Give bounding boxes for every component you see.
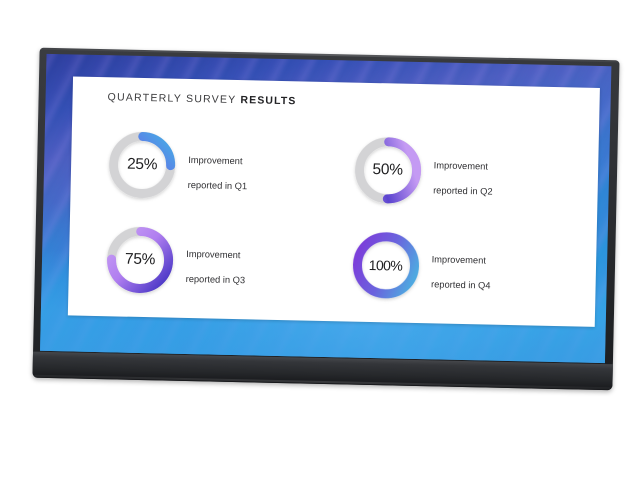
stat-card-q2: 50% Improvement reported in Q2 (350, 125, 581, 220)
stat-card-q3: 75% Improvement reported in Q3 (102, 214, 333, 309)
chin-edge-highlight (34, 374, 611, 390)
page-title: QUARTERLY SURVEY RESULTS (107, 91, 296, 107)
computer-monitor: QUARTERLY SURVEY RESULTS (32, 47, 620, 391)
stat-card-q1: 25% Improvement reported in Q1 (104, 119, 335, 214)
donut-chart-q2: 50% (350, 133, 426, 209)
donut-chart-q1: 25% (104, 127, 180, 203)
donut-arc-q4 (352, 232, 419, 299)
stat-label-q3: Improvement reported in Q3 (186, 236, 246, 286)
page-title-regular: QUARTERLY SURVEY (107, 91, 241, 107)
donut-chart-q4: 100% (348, 227, 424, 303)
donut-chart-q3: 75% (102, 222, 178, 298)
stat-label-q2: Improvement reported in Q2 (433, 147, 493, 197)
donut-arc-q1 (109, 132, 176, 199)
stat-label-q3-line2: reported in Q3 (185, 273, 246, 286)
donut-svg-q4 (352, 232, 419, 299)
stat-card-q4: 100% Improvement reported in Q4 (348, 219, 579, 314)
donut-arc-q2 (354, 137, 421, 204)
donut-chart-grid: 25% Improvement reported in Q1 (102, 119, 581, 314)
stat-label-q3-line1: Improvement (186, 249, 241, 261)
monitor-screen: QUARTERLY SURVEY RESULTS (40, 53, 612, 364)
donut-svg-q3 (107, 226, 174, 293)
donut-svg-q1 (109, 132, 176, 199)
page-title-bold: RESULTS (240, 94, 297, 108)
stat-label-q1: Improvement reported in Q1 (188, 142, 248, 192)
donut-arc-q3 (107, 226, 174, 293)
stat-label-q4-line1: Improvement (431, 254, 486, 266)
stat-label-q2-line2: reported in Q2 (433, 184, 493, 197)
stat-label-q1-line2: reported in Q1 (187, 179, 248, 191)
stat-label-q4: Improvement reported in Q4 (431, 242, 491, 292)
presentation-slide: QUARTERLY SURVEY RESULTS (67, 76, 600, 327)
donut-svg-q2 (354, 137, 421, 204)
stat-label-q2-line1: Improvement (433, 160, 489, 172)
stat-label-q1-line1: Improvement (188, 154, 243, 167)
stat-label-q4-line2: reported in Q4 (430, 279, 491, 291)
